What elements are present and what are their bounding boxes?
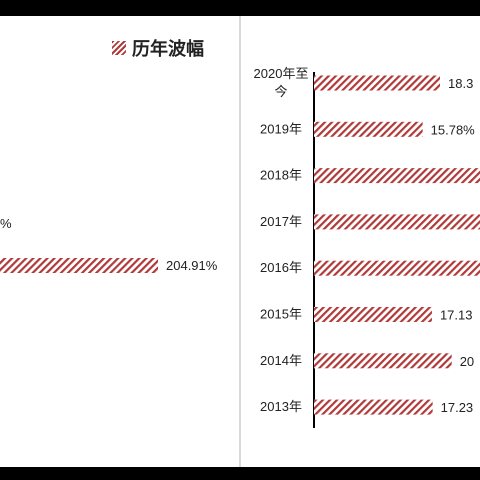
right-category-label-1: 2019年 <box>260 121 302 136</box>
right-category-label-5: 2015年 <box>260 307 302 322</box>
left-partial-label-0: % <box>0 216 12 231</box>
right-bar-3 <box>314 214 480 230</box>
right-category-label-0-line-1: 今 <box>274 84 287 99</box>
right-category-label-2: 2018年 <box>260 168 302 183</box>
right-category-label-6: 2014年 <box>260 353 302 368</box>
right-category-label-4: 2016年 <box>260 260 302 275</box>
right-category-label-0-line-0: 2020年至 <box>254 66 309 81</box>
right-value-label-5: 17.13 <box>440 308 473 323</box>
right-category-label-7: 2013年 <box>260 399 302 414</box>
right-value-label-7: 17.23 <box>441 400 474 415</box>
left-bar-0 <box>0 258 158 273</box>
right-bar-2 <box>314 168 480 184</box>
right-value-label-6: 20 <box>460 354 474 369</box>
panel-divider <box>239 16 241 467</box>
right-bar-1 <box>314 121 423 137</box>
right-bar-0 <box>314 75 440 91</box>
bottom-frame-band <box>0 467 480 480</box>
right-bar-6 <box>314 353 452 369</box>
legend-label: 历年波幅 <box>132 39 204 60</box>
right-category-label-3: 2017年 <box>260 214 302 229</box>
right-bar-4 <box>314 260 480 276</box>
top-frame-band <box>0 0 480 16</box>
right-bar-7 <box>314 399 433 415</box>
right-value-label-1: 15.78% <box>431 122 476 137</box>
chart-legend: 历年波幅 <box>112 36 204 60</box>
left-value-label-0: 204.91% <box>166 258 218 273</box>
right-value-label-0: 18.3 <box>448 76 473 91</box>
left-bar-chart: 204.91%% <box>0 216 218 273</box>
right-bar-5 <box>314 307 432 322</box>
legend-swatch <box>112 41 126 55</box>
